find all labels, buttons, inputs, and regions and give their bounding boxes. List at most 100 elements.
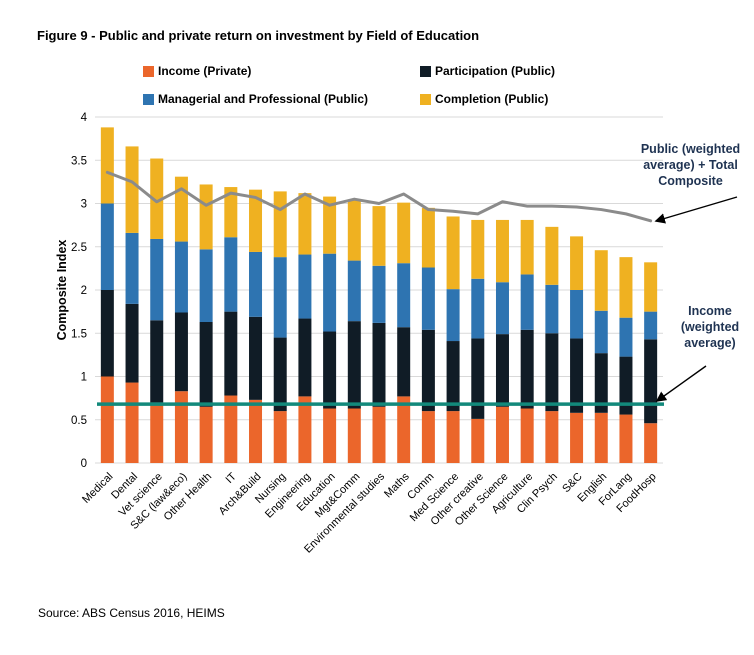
bar-segment-maths-income [397, 396, 411, 463]
bar-segment-s-c-participation [570, 338, 584, 413]
bar-segment-environmental-studies-completion [372, 206, 386, 266]
bar-segment-engineering-income [298, 396, 312, 463]
bar-segment-s-c-income [570, 412, 584, 463]
bar-segment-comm-managerial [421, 267, 435, 330]
bar-segment-forlang-income [619, 414, 633, 463]
bar-segment-comm-completion [421, 207, 435, 268]
x-axis-label-it: IT [224, 470, 240, 486]
bar-segment-clin-psych-income [545, 411, 559, 463]
bar-segment-clin-psych-completion [545, 226, 559, 285]
income-line-annotation: Income (weighted average) [680, 304, 740, 350]
bar-segment-med-science-participation [446, 341, 460, 412]
bar-segment-it-managerial [224, 237, 238, 312]
y-tick-label-3: 3 [81, 199, 87, 211]
bar-segment-mgt-comm-completion [347, 200, 361, 261]
bar-segment-other-health-participation [199, 322, 213, 407]
income-annotation-arrow [655, 365, 707, 402]
legend-label-participation: Participation (Public) [435, 64, 556, 78]
bar-segment-dental-participation [125, 303, 139, 383]
legend-item-completion: Completion (Public) [420, 92, 548, 106]
bar-segment-nursing-completion [273, 191, 287, 258]
bar-segment-education-participation [323, 331, 337, 409]
bar-segment-other-creative-participation [471, 338, 485, 419]
bar-segment-agriculture-income [520, 408, 534, 463]
bar-segment-environmental-studies-managerial [372, 265, 386, 323]
bar-segment-forlang-managerial [619, 317, 633, 357]
bar-segment-med-science-completion [446, 216, 460, 290]
bar-segment-other-health-income [199, 406, 213, 463]
bar-segment-maths-completion [397, 202, 411, 264]
bar-segment-education-completion [323, 196, 337, 254]
bar-segment-comm-participation [421, 329, 435, 412]
legend-label-income: Income (Private) [158, 64, 252, 78]
figure-title: Figure 9 - Public and private return on … [37, 28, 480, 43]
bar-segment-other-creative-managerial [471, 278, 485, 339]
y-axis-title: Composite Index [55, 240, 69, 341]
bar-segment-dental-completion [125, 146, 139, 233]
legend-swatch-participation [420, 66, 431, 77]
bar-segment-engineering-participation [298, 318, 312, 397]
legend-item-managerial: Managerial and Professional (Public) [143, 92, 368, 106]
bar-segment-other-science-managerial [495, 282, 509, 335]
bar-segment-agriculture-completion [520, 219, 534, 275]
bar-segment-foodhosp-income [644, 423, 658, 463]
bar-segment-s-c-managerial [570, 290, 584, 339]
legend-label-managerial: Managerial and Professional (Public) [158, 92, 369, 106]
bar-segment-s-c-law-eco--managerial [174, 241, 188, 313]
bar-segment-med-science-managerial [446, 289, 460, 342]
bar-segment-maths-managerial [397, 263, 411, 328]
bar-segment-medical-income [100, 376, 114, 463]
bar-segment-s-c-law-eco--income [174, 391, 188, 463]
y-tick-label-0.5: 0.5 [71, 415, 87, 427]
bar-segment-other-creative-income [471, 418, 485, 463]
bar-segment-forlang-completion [619, 257, 633, 318]
bar-segment-it-income [224, 395, 238, 463]
bar-segment-foodhosp-participation [644, 339, 658, 424]
bar-segment-clin-psych-managerial [545, 284, 559, 334]
bar-segment-it-completion [224, 187, 238, 238]
y-tick-label-2.5: 2.5 [71, 242, 87, 254]
y-tick-label-4: 4 [81, 112, 88, 124]
bar-segment-s-c-law-eco--completion [174, 176, 188, 242]
bar-segment-engineering-managerial [298, 254, 312, 319]
bar-segment-nursing-income [273, 411, 287, 463]
bar-segment-vet-science-completion [150, 158, 164, 239]
bar-segment-nursing-participation [273, 337, 287, 412]
bar-segment-it-participation [224, 311, 238, 396]
bar-segment-medical-managerial [100, 203, 114, 290]
y-tick-label-1: 1 [81, 372, 87, 384]
bar-segment-other-science-participation [495, 334, 509, 407]
legend-swatch-income [143, 66, 154, 77]
bar-segment-english-managerial [594, 310, 608, 354]
bar-segment-nursing-managerial [273, 257, 287, 338]
bar-segment-medical-participation [100, 290, 114, 377]
legend-swatch-completion [420, 94, 431, 105]
bar-segment-med-science-income [446, 411, 460, 463]
bar-segment-arch-build-participation [249, 316, 263, 400]
y-tick-label-3.5: 3.5 [71, 155, 87, 167]
y-tick-label-2: 2 [81, 285, 87, 297]
bar-segment-other-health-managerial [199, 249, 213, 323]
legend-item-participation: Participation (Public) [420, 64, 555, 78]
bar-segment-other-health-completion [199, 184, 213, 250]
bar-segment-education-managerial [323, 253, 337, 332]
bar-segment-s-c-law-eco--participation [174, 312, 188, 392]
bar-segment-agriculture-participation [520, 329, 534, 409]
legend-item-income: Income (Private) [143, 64, 251, 78]
legend-label-completion: Completion (Public) [435, 92, 549, 106]
bar-segment-agriculture-managerial [520, 274, 534, 330]
bar-segment-forlang-participation [619, 356, 633, 415]
bar-segment-english-income [594, 412, 608, 463]
bar-segment-comm-income [421, 411, 435, 463]
bar-segment-vet-science-income [150, 402, 164, 463]
bar-segment-environmental-studies-income [372, 406, 386, 463]
bar-segment-engineering-completion [298, 193, 312, 255]
composite-line-annotation: Public (weighted average) + Total Compos… [640, 142, 741, 188]
y-tick-label-1.5: 1.5 [71, 328, 87, 340]
bar-segment-english-participation [594, 353, 608, 413]
bar-segment-maths-participation [397, 327, 411, 397]
bar-segment-other-science-completion [495, 219, 509, 283]
